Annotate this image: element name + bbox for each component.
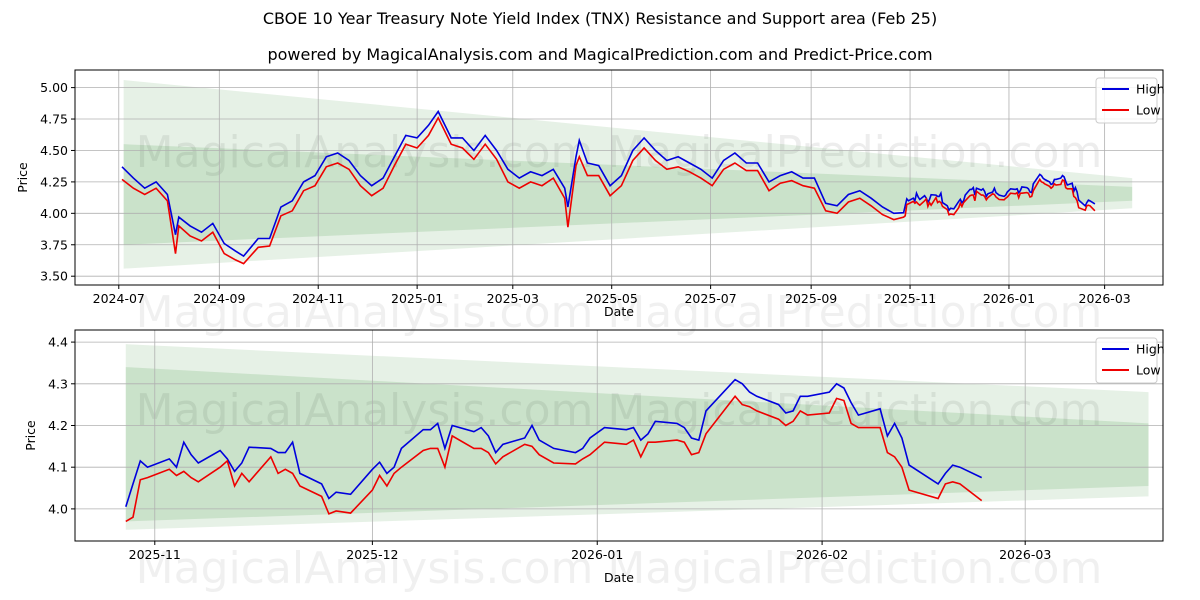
x-tick-label: 2025-05 xyxy=(586,291,638,306)
low-line xyxy=(121,116,1096,265)
y-tick-label: 4.0 xyxy=(48,501,68,516)
x-tick-label: 2025-11 xyxy=(884,291,936,306)
x-tick-label: 2024-11 xyxy=(292,291,344,306)
x-tick-label: 2026-01 xyxy=(571,547,623,562)
x-tick-label: 2024-07 xyxy=(93,291,145,306)
chart-subtitle: powered by MagicalAnalysis.com and Magic… xyxy=(267,45,933,64)
band-inner xyxy=(123,144,1133,245)
chart-zoom: MagicalAnalysis.com MagicalPrediction.co… xyxy=(23,329,1165,585)
x-tick-label: 2025-03 xyxy=(487,291,539,306)
y-tick-label: 4.3 xyxy=(48,376,68,391)
x-tick-label: 2024-09 xyxy=(193,291,245,306)
y-tick-label: 4.50 xyxy=(40,143,68,158)
y-tick-label: 5.00 xyxy=(40,80,68,95)
watermark: MagicalAnalysis.com MagicalPrediction.co… xyxy=(136,127,1103,178)
axes-frame xyxy=(74,329,1164,542)
chart-full: MagicalAnalysis.com MagicalPrediction.co… xyxy=(15,69,1165,319)
x-tick-label: 2025-11 xyxy=(129,547,181,562)
x-tick-label: 2025-12 xyxy=(346,547,398,562)
x-tick-label: 2026-03 xyxy=(1079,291,1131,306)
x-axis-label: Date xyxy=(604,570,634,585)
legend-label-high: High xyxy=(1136,82,1165,97)
legend-label-high: High xyxy=(1136,342,1165,357)
x-tick-label: 2026-01 xyxy=(983,291,1035,306)
band-outer xyxy=(125,344,1149,530)
y-tick-label: 4.25 xyxy=(40,174,68,189)
x-tick-label: 2025-01 xyxy=(391,291,443,306)
watermark: MagicalAnalysis.com MagicalPrediction.co… xyxy=(136,385,1103,436)
legend-label-low: Low xyxy=(1136,103,1161,118)
axes-frame xyxy=(74,69,1164,286)
y-tick-label: 4.75 xyxy=(40,112,68,127)
low-line xyxy=(125,395,983,523)
watermark: MagicalAnalysis.com MagicalPrediction.co… xyxy=(136,543,1103,594)
high-line xyxy=(121,109,1096,258)
high-line xyxy=(125,378,983,508)
band-outer xyxy=(123,80,1133,269)
legend-label-low: Low xyxy=(1136,363,1161,378)
y-axis-label: Price xyxy=(15,162,30,193)
chart-title: CBOE 10 Year Treasury Note Yield Index (… xyxy=(262,9,938,28)
y-axis-label: Price xyxy=(23,420,38,451)
x-axis-label: Date xyxy=(604,304,634,319)
x-tick-label: 2026-02 xyxy=(796,547,848,562)
band-inner xyxy=(125,367,1149,522)
y-tick-label: 3.50 xyxy=(40,269,68,284)
y-tick-label: 4.1 xyxy=(48,460,68,475)
y-tick-label: 4.00 xyxy=(40,206,68,221)
x-tick-label: 2025-09 xyxy=(785,291,837,306)
y-tick-label: 4.4 xyxy=(48,335,68,350)
x-tick-label: 2026-03 xyxy=(999,547,1051,562)
x-tick-label: 2025-07 xyxy=(684,291,736,306)
y-tick-label: 4.2 xyxy=(48,418,68,433)
y-tick-label: 3.75 xyxy=(40,237,68,252)
